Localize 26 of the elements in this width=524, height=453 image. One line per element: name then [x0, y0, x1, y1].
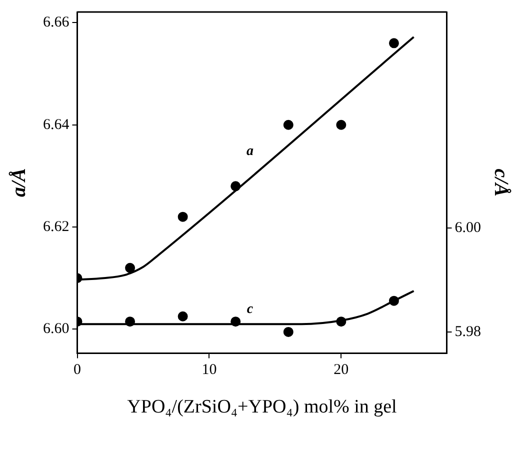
- y-tick-label: 6.60: [43, 321, 70, 338]
- x-tick-label: 0: [74, 362, 81, 378]
- x-tick-label: 20: [334, 362, 349, 378]
- y2-tick-label: 6.00: [454, 220, 481, 236]
- point: [336, 120, 346, 130]
- point: [178, 311, 188, 322]
- x-tick-label: 10: [202, 362, 217, 378]
- point: [125, 316, 136, 327]
- annotation: c: [246, 302, 254, 317]
- point: [388, 38, 399, 48]
- y-tick-label: 6.62: [43, 218, 70, 235]
- point: [230, 181, 241, 192]
- y-tick-label: 6.66: [43, 14, 70, 31]
- point: [230, 316, 241, 327]
- y2-tick-label: 5.98: [454, 324, 481, 340]
- point: [283, 120, 294, 130]
- y-tick-label: 6.64: [43, 116, 70, 133]
- point: [125, 262, 136, 273]
- y-axis-title: a/Å: [8, 168, 30, 198]
- annotation: a: [246, 144, 254, 160]
- point: [283, 326, 294, 337]
- x-axis-title: YPO₄/(ZrSiO₄+YPO₄) mol% in gel: [127, 396, 397, 418]
- point: [336, 316, 346, 327]
- point: [388, 296, 399, 306]
- y2-axis-title: c/Å: [490, 168, 512, 196]
- point: [178, 212, 188, 222]
